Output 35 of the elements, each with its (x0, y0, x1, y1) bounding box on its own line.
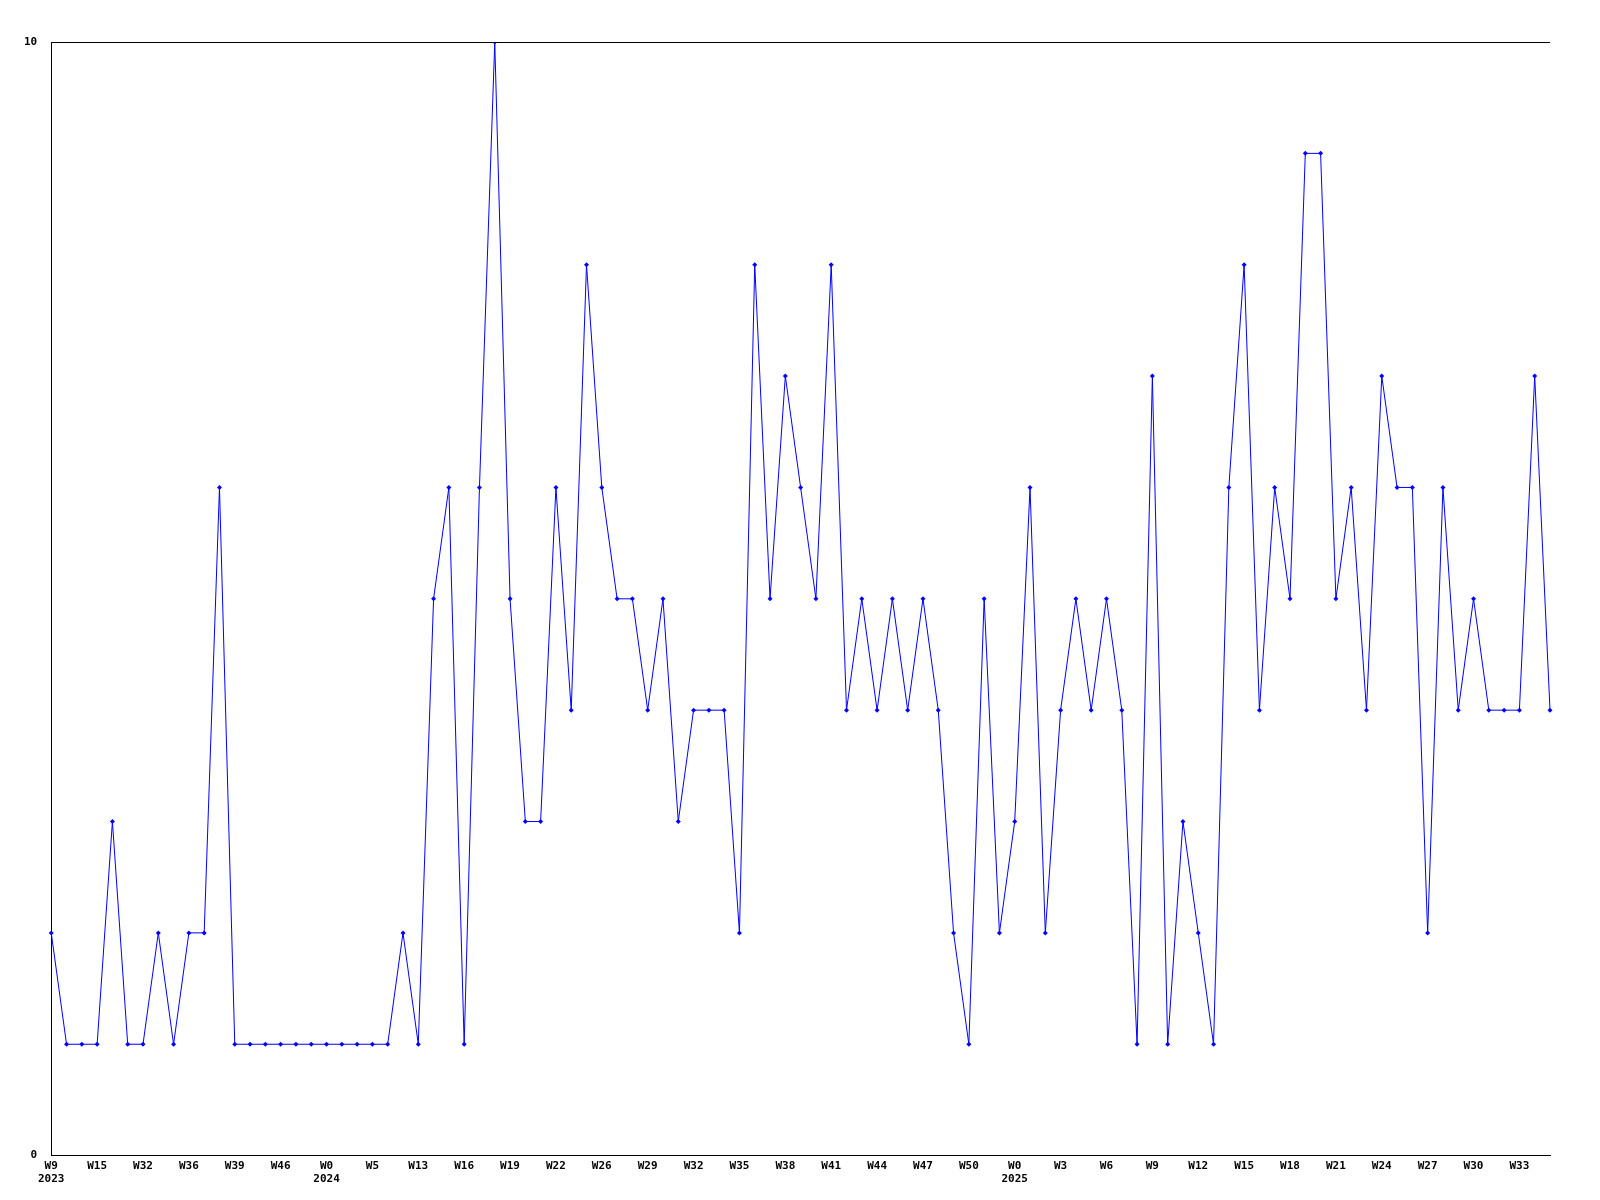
x-tick-label: W9 2023 (38, 1159, 65, 1186)
y-tick-label: 0 (30, 1148, 38, 1162)
x-tick-label: W33 (1509, 1159, 1530, 1173)
x-tick-label: W15 (87, 1159, 108, 1173)
x-tick-label: W15 (1234, 1159, 1255, 1173)
x-tick-label: W32 (683, 1159, 704, 1173)
x-tick-label: W12 (1188, 1159, 1209, 1173)
x-tick-label: W39 (224, 1159, 245, 1173)
x-tick-label: W47 (913, 1159, 933, 1173)
x-tick-label: W6 (1099, 1159, 1114, 1173)
x-tick-label: W22 (545, 1159, 566, 1173)
x-tick-label: W32 (133, 1159, 153, 1173)
x-tick-label: W5 (365, 1159, 380, 1173)
x-tick-label: W18 (1280, 1159, 1300, 1173)
x-tick-label: W24 (1371, 1159, 1393, 1173)
x-tick-label: W27 (1417, 1159, 1438, 1173)
x-tick-label: W21 (1325, 1159, 1347, 1173)
x-tick-label: W30 (1463, 1159, 1484, 1173)
x-tick-label: W50 (958, 1159, 979, 1173)
x-tick-label: W26 (591, 1159, 613, 1173)
x-tick-label: W3 (1053, 1159, 1068, 1173)
x-tick-label: W46 (270, 1159, 291, 1173)
x-tick-label: W41 (821, 1159, 842, 1173)
x-tick-label: W36 (178, 1159, 200, 1173)
x-tick-label: W16 (454, 1159, 475, 1173)
y-tick-label: 10 (24, 34, 38, 48)
x-tick-label: W38 (775, 1159, 796, 1173)
x-tick-label: W19 (500, 1159, 520, 1173)
x-tick-label: W35 (729, 1159, 750, 1173)
x-tick-label: W0 2024 (313, 1159, 341, 1186)
x-tick-label: W0 2025 (1001, 1159, 1028, 1186)
x-tick-label: W29 (637, 1159, 658, 1173)
x-tick-label: W44 (867, 1159, 888, 1173)
x-tick-label: W13 (408, 1159, 429, 1173)
x-tick-label: W9 (1145, 1159, 1159, 1173)
